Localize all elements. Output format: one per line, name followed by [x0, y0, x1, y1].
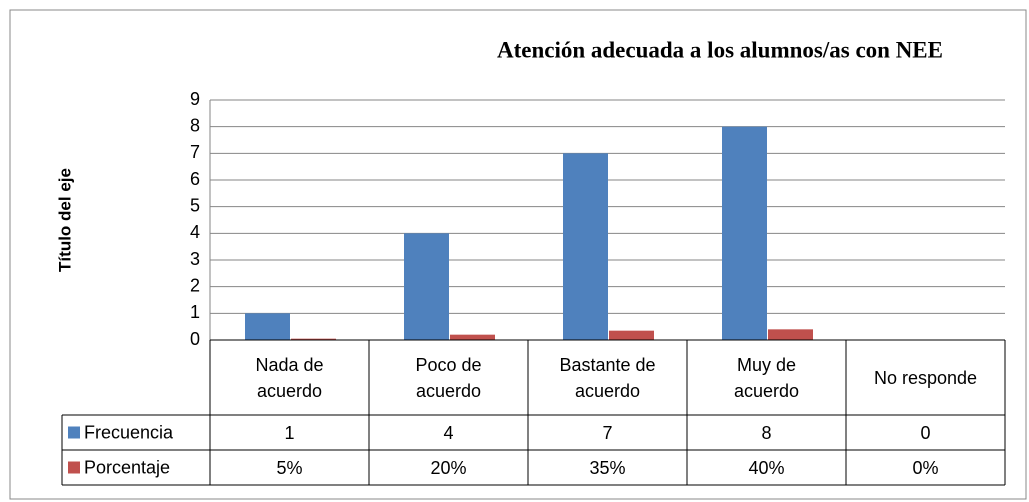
table-value: 40%: [748, 457, 785, 478]
y-tick-label: 3: [190, 249, 200, 269]
table-value: 8: [761, 422, 772, 443]
y-tick-label: 5: [190, 195, 200, 215]
y-tick-label: 9: [190, 89, 200, 109]
y-tick-label: 0: [190, 329, 200, 349]
y-axis-title: Título del eje: [55, 168, 74, 272]
bar: [291, 338, 336, 340]
bar: [768, 329, 813, 340]
table-value: 4: [443, 422, 454, 443]
legend-key: [68, 426, 80, 439]
y-tick-label: 7: [190, 142, 200, 162]
table-value: 0: [920, 422, 931, 443]
bar: [245, 313, 290, 340]
bar: [563, 153, 608, 340]
table-value: 35%: [589, 457, 626, 478]
table-value: 0%: [912, 457, 939, 478]
category-label: Nada de acuerdo: [255, 354, 324, 401]
chart-title: Atención adecuada a los alumnos/as con N…: [497, 37, 943, 62]
table-value: 7: [602, 422, 613, 443]
table-value: 20%: [430, 457, 467, 478]
category-label: Muy de acuerdo: [733, 354, 800, 401]
legend-label: Frecuencia: [84, 422, 174, 442]
chart-border: [9, 9, 1027, 500]
bar: [609, 330, 654, 340]
bar: [450, 334, 495, 340]
bar: [722, 126, 767, 341]
y-tick-label: 6: [190, 169, 200, 189]
y-tick-label: 2: [190, 275, 200, 295]
category-label: Bastante de acuerdo: [559, 354, 656, 401]
table-value: 5%: [276, 457, 303, 478]
y-tick-label: 8: [190, 115, 200, 135]
y-tick-label: 4: [190, 222, 200, 242]
category-label: Poco de acuerdo: [415, 354, 482, 401]
bar: [404, 233, 449, 340]
category-label: No responde: [873, 367, 978, 388]
table-value: 1: [284, 422, 295, 443]
y-tick-label: 1: [190, 302, 200, 322]
legend-label: Porcentaje: [84, 457, 170, 477]
legend-key: [68, 461, 80, 474]
